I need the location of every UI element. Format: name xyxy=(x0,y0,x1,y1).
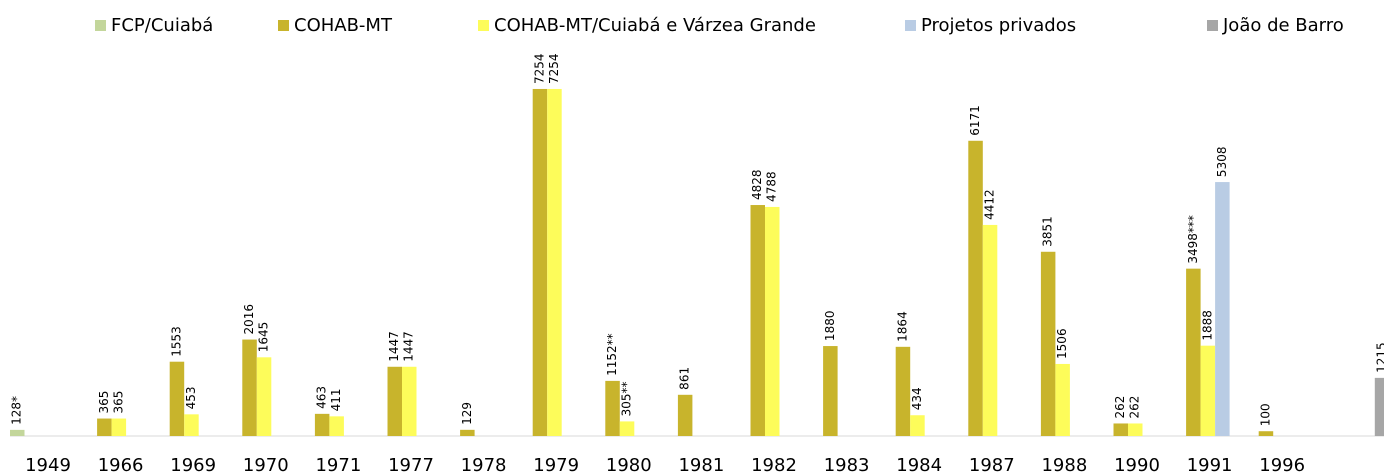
bar xyxy=(765,206,780,436)
data-label: 1447 xyxy=(387,331,401,362)
data-label: 2016 xyxy=(242,304,256,335)
bar xyxy=(329,416,344,436)
legend-swatch xyxy=(278,20,289,31)
bar xyxy=(1128,423,1143,436)
data-label: 1506 xyxy=(1055,328,1069,359)
bar xyxy=(750,205,765,436)
bar xyxy=(823,346,838,436)
bar xyxy=(1374,377,1384,436)
bar xyxy=(1215,182,1230,436)
legend-label: COHAB-MT xyxy=(294,15,393,36)
data-label: 1864 xyxy=(895,311,909,342)
legend-label: Projetos privados xyxy=(921,15,1076,36)
bar xyxy=(402,366,417,436)
x-tick-label: 1981 xyxy=(678,455,724,475)
data-label: 411 xyxy=(329,388,343,411)
bar xyxy=(1040,251,1056,436)
bar xyxy=(111,418,127,436)
data-label: 128* xyxy=(10,396,24,425)
legend-swatch xyxy=(95,20,106,31)
x-tick-label: 1978 xyxy=(461,455,507,475)
bar xyxy=(184,414,199,436)
bar xyxy=(605,380,620,436)
x-tick-label: 1983 xyxy=(824,455,870,475)
data-label: 861 xyxy=(678,367,692,390)
x-tick-label: 1971 xyxy=(315,455,361,475)
data-label: 5308 xyxy=(1215,147,1229,178)
data-label: 1447 xyxy=(402,331,416,362)
data-label: 7254 xyxy=(532,53,546,84)
data-label: 365 xyxy=(97,391,111,414)
data-label: 1880 xyxy=(823,311,837,342)
bar xyxy=(387,366,402,436)
bar xyxy=(677,394,693,436)
legend-label: FCP/Cuiabá xyxy=(111,15,213,36)
x-tick-label: 1969 xyxy=(170,455,216,475)
bar xyxy=(1055,363,1070,436)
data-label: 3851 xyxy=(1041,216,1055,247)
legend-label: COHAB-MT/Cuiabá e Várzea Grande xyxy=(494,15,816,36)
data-label: 1215 xyxy=(1375,342,1384,373)
data-label: 1645 xyxy=(257,322,271,353)
data-label: 4828 xyxy=(750,169,764,200)
x-tick-label: 1991 xyxy=(1187,455,1233,475)
bar xyxy=(968,140,983,436)
bar xyxy=(1258,431,1274,436)
legend-label: João de Barro xyxy=(1222,15,1344,36)
data-label: 100 xyxy=(1258,403,1272,426)
bar xyxy=(10,429,25,436)
x-tick-label: 1980 xyxy=(606,455,652,475)
legend-swatch xyxy=(1207,20,1218,31)
legend-swatch xyxy=(905,20,916,31)
bar xyxy=(1186,268,1201,436)
x-tick-label: 1990 xyxy=(1114,455,1160,475)
bar xyxy=(169,361,185,436)
data-label: 453 xyxy=(184,386,198,409)
data-label: 7254 xyxy=(547,53,561,84)
bar xyxy=(982,224,998,436)
data-label: 3498*** xyxy=(1186,215,1200,264)
data-label: 1888 xyxy=(1200,310,1214,341)
data-label: 1553 xyxy=(169,326,183,357)
x-tick-label: 1949 xyxy=(25,455,71,475)
bar xyxy=(910,415,925,436)
data-label: 463 xyxy=(315,386,329,409)
data-label: 434 xyxy=(910,387,924,410)
bar xyxy=(1113,423,1128,436)
x-tick-label: 1987 xyxy=(969,455,1015,475)
bar xyxy=(460,429,475,436)
x-tick-label: 1970 xyxy=(243,455,289,475)
x-tick-label: 1979 xyxy=(533,455,579,475)
x-tick-label: 1966 xyxy=(98,455,144,475)
data-label: 1152** xyxy=(605,333,619,376)
bar xyxy=(97,418,112,436)
bar xyxy=(1200,345,1216,436)
data-label: 129 xyxy=(460,402,474,425)
bar xyxy=(314,413,330,436)
x-tick-label: 1984 xyxy=(896,455,942,475)
bar xyxy=(242,339,257,436)
data-label: 4788 xyxy=(765,171,779,202)
x-tick-label: 1977 xyxy=(388,455,434,475)
data-label: 4412 xyxy=(983,189,997,220)
data-label: 6171 xyxy=(968,105,982,136)
data-label: 305** xyxy=(620,382,634,417)
legend-swatch xyxy=(478,20,489,31)
x-tick-label: 1996 xyxy=(1259,455,1305,475)
bar xyxy=(532,88,548,437)
bar xyxy=(547,88,562,437)
bar xyxy=(256,357,272,436)
bar xyxy=(619,421,635,436)
data-label: 262 xyxy=(1113,396,1127,419)
x-tick-label: 1988 xyxy=(1041,455,1087,475)
bar xyxy=(895,346,911,436)
x-tick-label: 1982 xyxy=(751,455,797,475)
data-label: 262 xyxy=(1128,396,1142,419)
data-label: 365 xyxy=(111,391,125,414)
